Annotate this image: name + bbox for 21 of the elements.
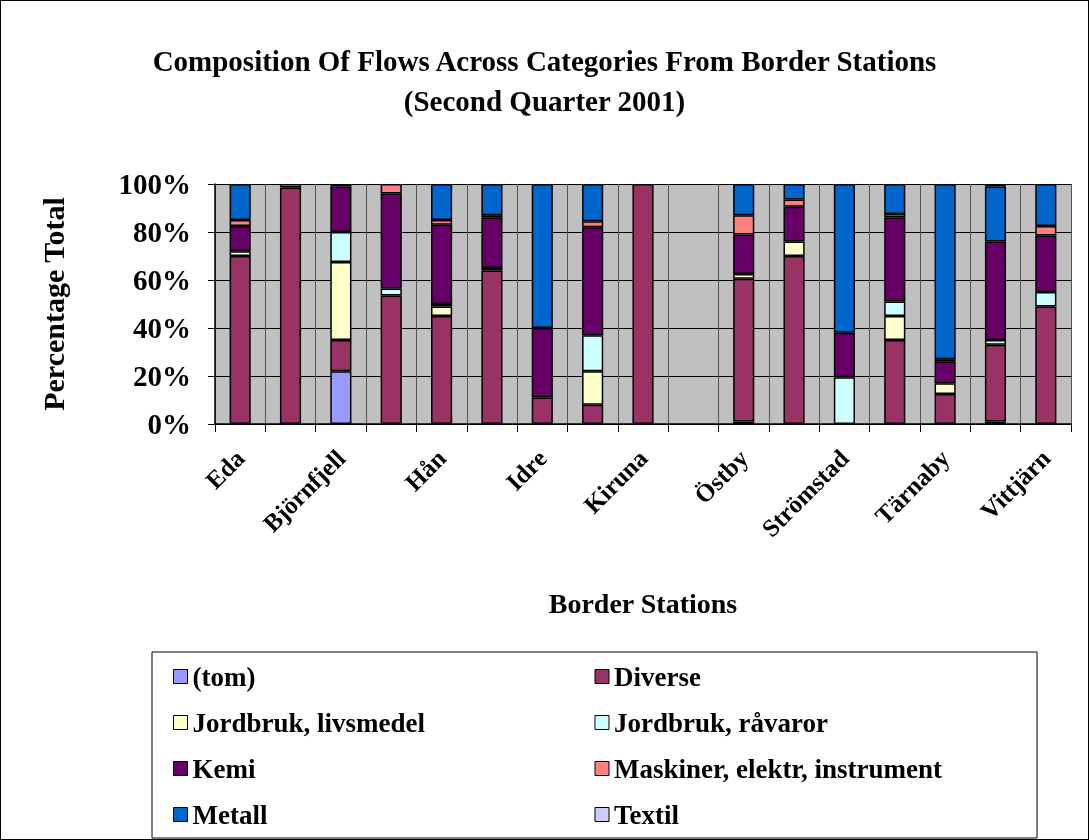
x-axis-title: Border Stations	[548, 587, 738, 619]
y-tick-label: 40%	[133, 312, 191, 344]
x-tick-label: Idre	[500, 444, 552, 496]
legend-label: Kemi	[192, 753, 256, 784]
legend-label: Maskiner, elektr, instrument	[614, 753, 942, 784]
legend-label: Jordbruk, råvaror	[614, 707, 829, 738]
y-tick-label: 0%	[147, 408, 191, 440]
legend-label: (tom)	[192, 661, 256, 692]
x-tick-label: Eda	[200, 444, 251, 494]
y-tick-label: 20%	[133, 360, 191, 392]
y-tick-label: 60%	[133, 264, 191, 296]
y-tick-label: 100%	[118, 168, 191, 200]
legend-label: Metall	[192, 799, 268, 830]
y-axis-title: Percentage Total	[36, 197, 70, 411]
chart-title: Composition Of Flows Across Categories From Border Stations	[152, 44, 937, 77]
chart-subtitle: (Second Quarter 2001)	[403, 84, 686, 118]
legend-label: Textil	[614, 799, 680, 830]
y-tick-label: 80%	[133, 216, 191, 248]
legend-label: Jordbruk, livsmedel	[192, 707, 426, 738]
legend-label: Diverse	[614, 661, 701, 692]
x-tick-label: Hån	[399, 444, 452, 496]
